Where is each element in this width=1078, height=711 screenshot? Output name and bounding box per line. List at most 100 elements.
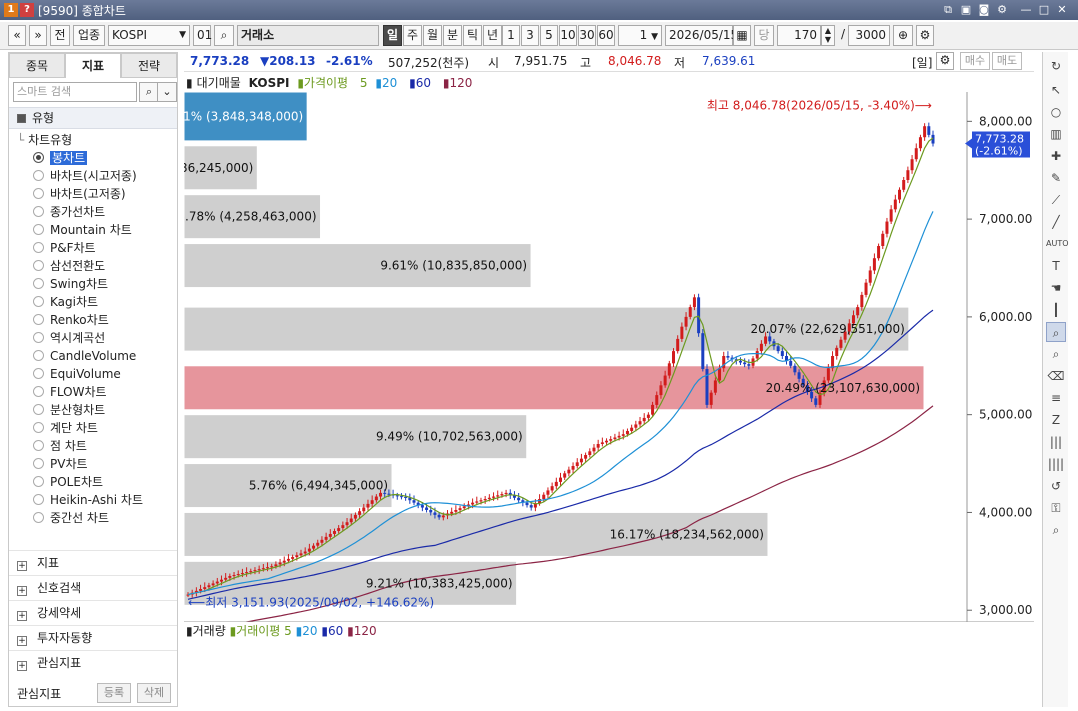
chart-type-item[interactable]: 봉차트 — [33, 149, 88, 167]
interval-button-30[interactable]: 30 — [578, 25, 596, 46]
chart-type-item[interactable]: P&F차트 — [33, 239, 96, 257]
unit-input[interactable]: 1 ▼ — [618, 25, 662, 46]
chart-type-item[interactable]: Renko차트 — [33, 311, 109, 329]
prev-button[interactable]: « — [8, 25, 26, 46]
grid-lines-icon[interactable]: |||| — [1047, 457, 1065, 471]
chart-type-item[interactable]: FLOW차트 — [33, 383, 107, 401]
cursor-icon[interactable]: ↖ — [1050, 83, 1062, 97]
zoom-icon[interactable]: ⊕ — [893, 25, 913, 46]
chart-type-item[interactable]: 계단 차트 — [33, 419, 98, 437]
chart-type-item[interactable]: 바차트(고저종) — [33, 185, 126, 203]
eraser-icon[interactable]: ⌫ — [1047, 369, 1065, 383]
chart-type-item[interactable]: Heikin-Ashi 차트 — [33, 491, 143, 509]
period-button-2[interactable]: 월 — [423, 25, 442, 46]
code-number[interactable]: 01 — [193, 25, 212, 46]
pen-icon[interactable]: ✎ — [1050, 171, 1062, 185]
lock-icon[interactable]: ⚿ — [1051, 501, 1061, 515]
section-item[interactable]: + 신호검색 — [9, 575, 177, 599]
spinner-icon[interactable]: ▲ ▼ — [821, 25, 835, 46]
pin-icon[interactable]: ⧉ — [944, 3, 952, 16]
candle-body — [797, 372, 801, 379]
chart-type-item[interactable]: POLE차트 — [33, 473, 103, 491]
volume-value: 507,252(천주) — [388, 56, 470, 70]
chart-type-item[interactable]: EquiVolume — [33, 365, 121, 383]
help-icon[interactable]: ? — [20, 3, 34, 17]
interval-button-3[interactable]: 3 — [521, 25, 539, 46]
sell-button[interactable]: 매도 — [992, 52, 1022, 70]
section-item[interactable]: + 투자자동향 — [9, 625, 177, 649]
section-item[interactable]: + 강세약세 — [9, 600, 177, 624]
next-button[interactable]: » — [29, 25, 47, 46]
type-header[interactable]: 유형 — [9, 107, 177, 129]
interval-button-60[interactable]: 60 — [597, 25, 615, 46]
interval-button-10[interactable]: 10 — [559, 25, 577, 46]
trendline-icon[interactable]: ╱ — [1052, 215, 1060, 229]
zoom-out-icon[interactable]: ⌕ — [1052, 347, 1060, 361]
chart-type-item[interactable]: 분산형차트 — [33, 401, 105, 419]
maximize-icon[interactable]: □ — [1038, 3, 1050, 16]
undo-icon[interactable]: ↺ — [1050, 479, 1062, 493]
total-input[interactable]: 3000 — [848, 25, 890, 46]
date-prefix[interactable]: 당 — [754, 25, 774, 46]
chevron-down-icon[interactable]: ⌄ — [157, 82, 177, 102]
text-icon[interactable]: T — [1052, 259, 1060, 273]
period-button-4[interactable]: 틱 — [463, 25, 482, 46]
hand-icon[interactable]: ☚ — [1050, 281, 1062, 295]
candlestick-chart[interactable]: 8,000.00 7,000.00 6,000.00 5,000.00 4,000.00… — [184, 92, 1034, 622]
chart-type-item[interactable]: Kagi차트 — [33, 293, 98, 311]
crosshair-icon[interactable]: ✚ — [1050, 149, 1062, 163]
interval-button-1[interactable]: 1 — [502, 25, 520, 46]
interval-button-5[interactable]: 5 — [540, 25, 558, 46]
candles-icon[interactable]: ┃ — [1052, 303, 1060, 317]
delete-button[interactable]: 삭제 — [137, 683, 171, 703]
section-item[interactable]: + 관심지표 — [9, 650, 177, 674]
tab-stocks[interactable]: 종목 — [9, 53, 65, 78]
period-button-1[interactable]: 주 — [403, 25, 422, 46]
tab-indicators[interactable]: 지표 — [65, 53, 121, 78]
gear-icon[interactable]: ⚙ — [916, 25, 934, 46]
vertical-lines-icon[interactable]: ||| — [1049, 435, 1063, 449]
camera-icon[interactable]: ◙ — [978, 3, 990, 16]
line-tool-icon[interactable]: ⟋ — [1051, 193, 1061, 207]
zoom-in-icon[interactable]: ⌕ — [1046, 322, 1066, 342]
tree-root[interactable]: └ 차트유형 — [17, 131, 72, 148]
tab-strategy[interactable]: 전략 — [121, 53, 177, 78]
save-icon[interactable]: ▣ — [960, 3, 972, 16]
auto-icon[interactable]: AUTO — [1046, 239, 1069, 248]
fibonacci-icon[interactable]: ≡ — [1050, 391, 1062, 405]
refresh-icon[interactable]: ↻ — [1050, 59, 1062, 73]
search-icon[interactable]: ⌕ — [139, 82, 159, 102]
circle-icon[interactable]: ○ — [1050, 105, 1062, 119]
close-icon[interactable]: ✕ — [1057, 3, 1067, 16]
period-button-5[interactable]: 년 — [483, 25, 502, 46]
smart-search-input[interactable]: 스마트 검색 — [13, 82, 137, 102]
gear-icon[interactable]: ⚙ — [936, 52, 954, 70]
chart-type-item[interactable]: Mountain 차트 — [33, 221, 132, 239]
search-icon[interactable]: ⌕ — [214, 25, 234, 46]
chart-type-item[interactable]: CandleVolume — [33, 347, 136, 365]
date-input[interactable]: 2026/05/15 — [665, 25, 738, 46]
chart-type-item[interactable]: 점 차트 — [33, 437, 87, 455]
settings-icon[interactable]: ⚙ — [997, 3, 1007, 16]
bar-chart-icon[interactable]: ▥ — [1050, 127, 1062, 141]
sector-button[interactable]: 업종 — [73, 25, 105, 46]
code-select[interactable]: KOSPI ▼ — [108, 25, 190, 46]
chart-type-item[interactable]: PV차트 — [33, 455, 88, 473]
chart-type-item[interactable]: Swing차트 — [33, 275, 108, 293]
all-button[interactable]: 전 — [50, 25, 70, 46]
minimize-icon[interactable]: — — [1020, 3, 1032, 16]
chart-type-item[interactable]: 종가선차트 — [33, 203, 105, 221]
search-icon[interactable]: ⌕ — [1052, 523, 1060, 537]
section-item[interactable]: + 지표 — [9, 550, 177, 574]
chart-type-item[interactable]: 역시계곡선 — [33, 329, 105, 347]
calendar-icon[interactable]: ▦ — [733, 25, 751, 46]
zigzag-icon[interactable]: Z — [1051, 413, 1061, 427]
count-input[interactable]: 170 — [777, 25, 821, 46]
chart-type-item[interactable]: 삼선전환도 — [33, 257, 105, 275]
period-button-3[interactable]: 분 — [443, 25, 462, 46]
register-button[interactable]: 등록 — [97, 683, 131, 703]
chart-type-item[interactable]: 중간선 차트 — [33, 509, 109, 527]
period-button-0[interactable]: 일 — [383, 25, 402, 46]
buy-button[interactable]: 매수 — [960, 52, 990, 70]
chart-type-item[interactable]: 바차트(시고저종) — [33, 167, 137, 185]
